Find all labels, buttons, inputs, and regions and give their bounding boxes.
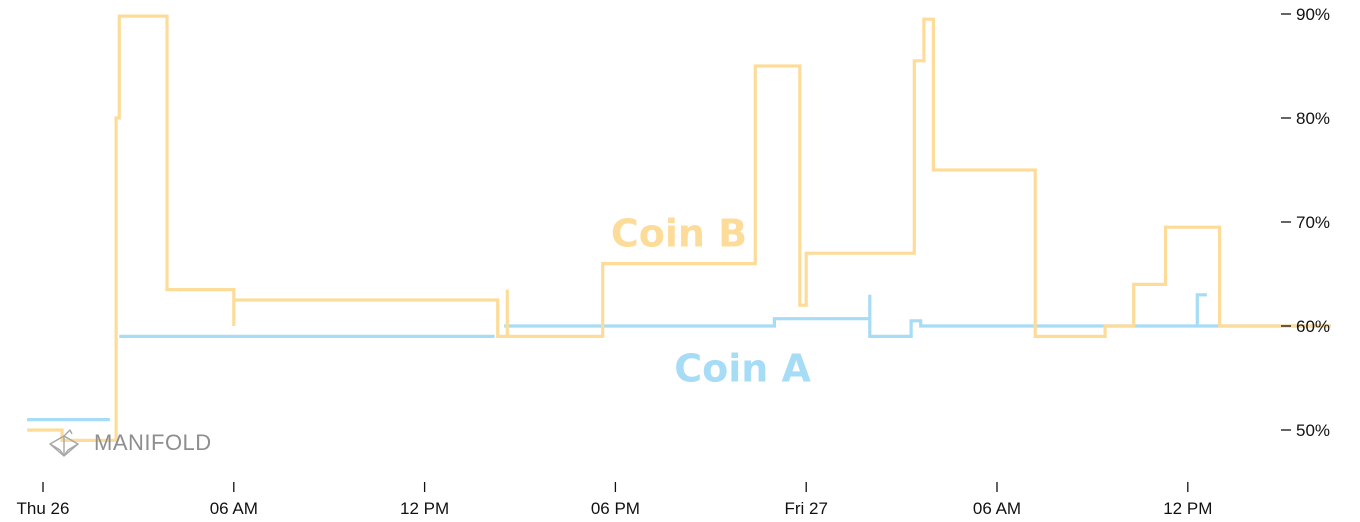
x-tick-label: Thu 26	[17, 499, 70, 518]
manifold-logo: MANIFOLD	[49, 429, 212, 457]
x-tick-label: 12 PM	[1163, 499, 1212, 518]
x-tick-label: 06 PM	[591, 499, 640, 518]
crane-icon	[49, 429, 79, 457]
y-tick-label: 50%	[1296, 421, 1330, 440]
x-tick-label: 12 PM	[400, 499, 449, 518]
x-tick-label: Fri 27	[784, 499, 827, 518]
x-axis: Thu 26 06 AM 12 PM 06 PM Fri 27 06 AM 12 PM	[17, 482, 1212, 518]
y-tick-label: 80%	[1296, 109, 1330, 128]
coin-a-label: Coin A	[674, 347, 811, 391]
y-axis: 50% 60% 70% 80% 90%	[1281, 5, 1330, 440]
x-tick-label: 06 AM	[973, 499, 1021, 518]
logo-text: MANIFOLD	[94, 430, 212, 455]
y-tick-label: 90%	[1296, 5, 1330, 24]
coin-b-label: Coin B	[611, 211, 747, 255]
series-layer	[27, 14, 1331, 442]
coin-b-line-segment	[27, 14, 1331, 442]
coin-a-line-segment	[504, 293, 1331, 338]
series-label-layer: Coin A Coin B	[611, 211, 812, 390]
x-tick-label: 06 AM	[210, 499, 258, 518]
y-tick-label: 60%	[1296, 317, 1330, 336]
y-tick-label: 70%	[1296, 213, 1330, 232]
